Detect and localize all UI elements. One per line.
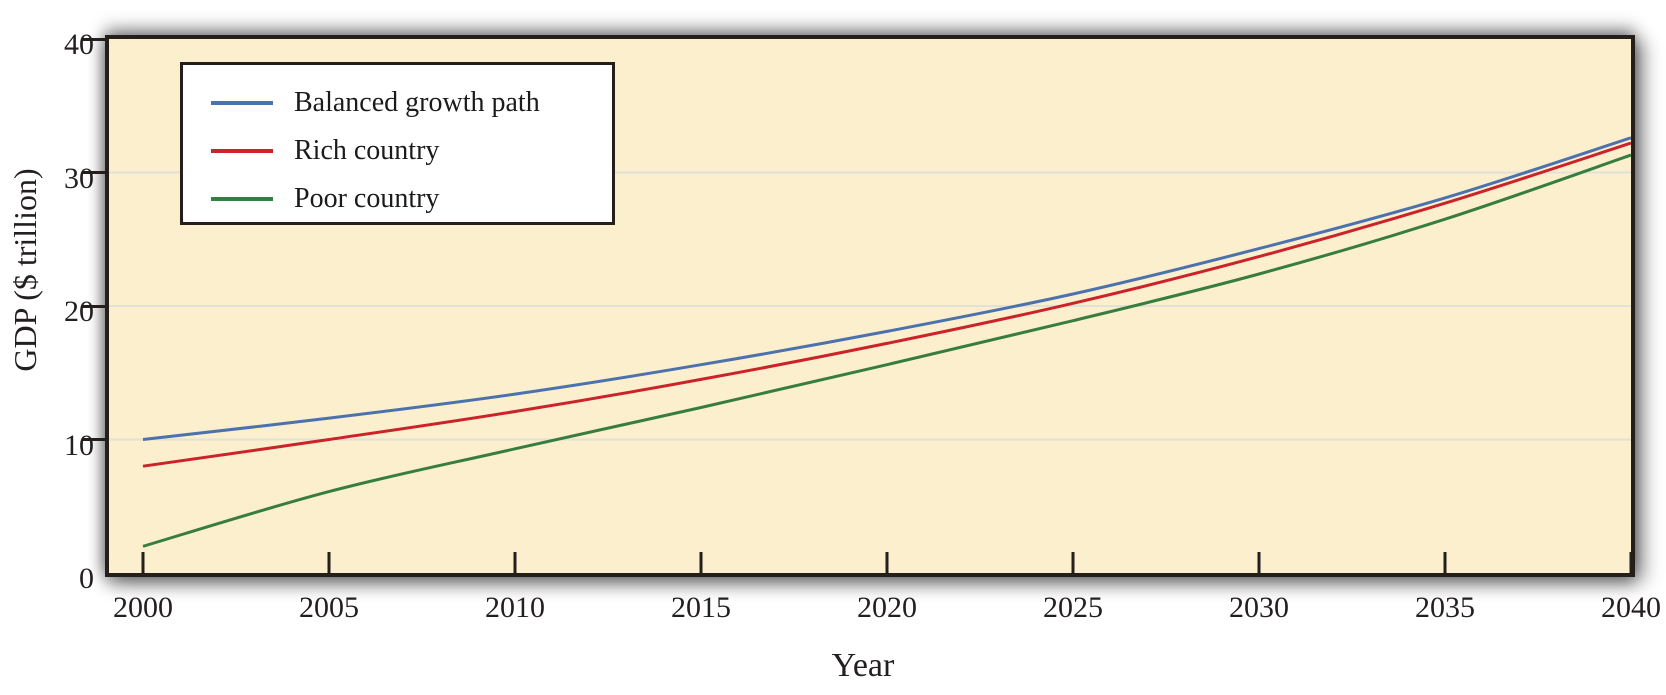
legend-label: Balanced growth path xyxy=(294,87,540,118)
y-tick-label: 10 xyxy=(64,428,94,462)
x-tick-label: 2040 xyxy=(1601,591,1661,624)
series-line-rich-country xyxy=(142,141,1631,468)
legend-item: Balanced growth path xyxy=(183,79,612,127)
x-tick-label: 2010 xyxy=(485,591,545,624)
legend-line-swatch-red xyxy=(211,149,273,153)
series-lines xyxy=(142,136,1631,548)
chart-canvas xyxy=(109,136,1631,573)
legend: Balanced growth path Rich country Poor c… xyxy=(180,62,615,225)
legend-item: Rich country xyxy=(183,127,612,175)
x-tick-label: 2000 xyxy=(113,591,173,624)
legend-label: Poor country xyxy=(294,183,440,214)
y-tick-label: 0 xyxy=(79,562,94,595)
x-tick-label: 2035 xyxy=(1415,591,1475,624)
legend-line-swatch-green xyxy=(211,197,273,201)
x-tick-label: 2025 xyxy=(1043,591,1103,624)
series-line-balanced-growth-path xyxy=(142,136,1631,441)
x-tick-label: 2030 xyxy=(1229,591,1289,624)
y-tick-label: 20 xyxy=(64,295,94,328)
y-axis-title: GDP ($ trillion) xyxy=(7,168,43,372)
y-tick-30 xyxy=(83,171,109,174)
x-axis-title: Year xyxy=(831,647,895,684)
series-line-poor-country xyxy=(142,153,1631,548)
y-tick-40 xyxy=(83,37,109,41)
x-tick-label: 2005 xyxy=(299,591,359,624)
legend-item: Poor country xyxy=(183,175,612,223)
x-tick-label: 2015 xyxy=(671,591,731,624)
legend-line-swatch-blue xyxy=(211,101,273,105)
y-tick-label: 40 xyxy=(64,28,94,61)
y-tick-10 xyxy=(83,438,109,441)
x-tick-label: 2020 xyxy=(857,591,917,624)
x-axis-ticks xyxy=(141,552,1631,573)
legend-label: Rich country xyxy=(294,135,440,166)
y-tick-20 xyxy=(83,304,109,308)
y-tick-label: 30 xyxy=(64,161,94,195)
